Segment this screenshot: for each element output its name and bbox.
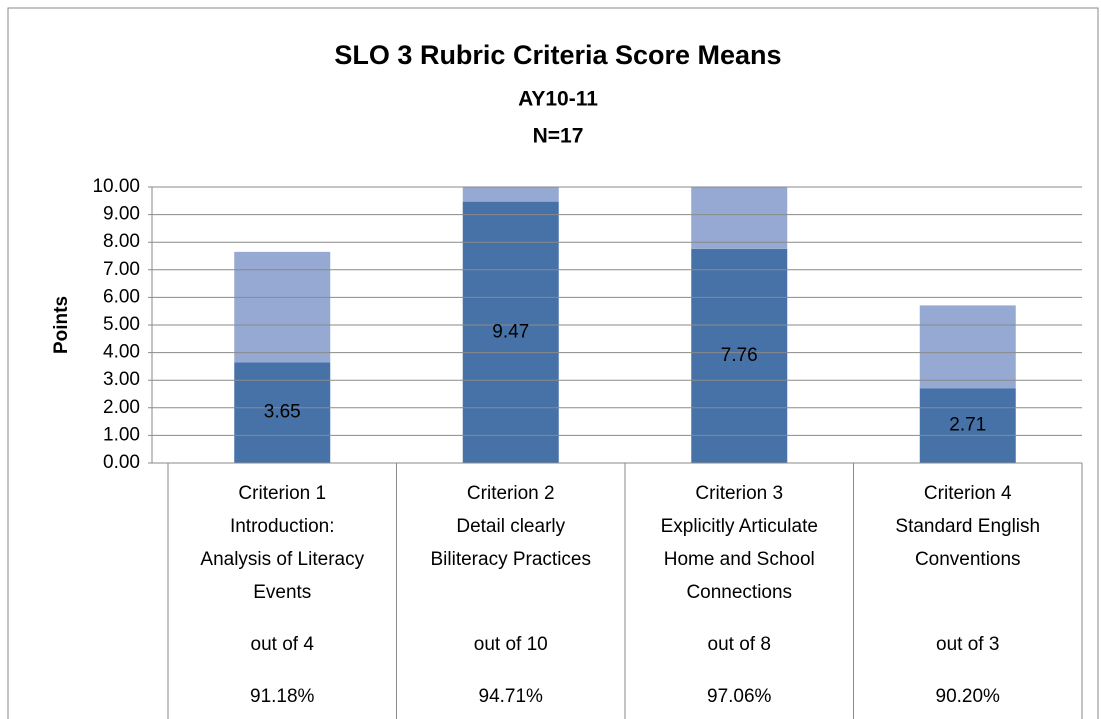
max-label: out of 3 — [936, 634, 999, 655]
bar-segment — [691, 187, 788, 249]
bar-segment — [462, 201, 559, 463]
y-axis-label: Points — [51, 296, 72, 354]
max-label: out of 8 — [708, 634, 771, 655]
y-tick-label: 5.00 — [103, 314, 140, 335]
x-tick-label: Standard English — [895, 516, 1040, 537]
chart-subtitle: AY10-11 — [518, 88, 598, 111]
y-tick-label: 2.00 — [103, 397, 140, 418]
percent-label: 97.06% — [707, 686, 772, 707]
x-tick-label: Criterion 3 — [695, 483, 783, 504]
max-label: out of 4 — [251, 634, 315, 655]
x-tick-label: Introduction: — [230, 516, 335, 537]
x-tick-label: Explicitly Articulate — [661, 516, 818, 537]
bar-segment — [919, 305, 1016, 389]
data-label: 7.76 — [721, 345, 758, 366]
percent-label: 94.71% — [479, 686, 544, 707]
chart-subtitle: N=17 — [533, 125, 584, 148]
y-tick-label: 6.00 — [103, 286, 140, 307]
percent-label: 90.20% — [936, 686, 1001, 707]
bar-segment — [919, 388, 1016, 463]
bar-segment — [462, 187, 559, 202]
y-tick-label: 1.00 — [103, 424, 140, 445]
x-tick-label: Analysis of Literacy — [200, 549, 364, 570]
y-tick-label: 10.00 — [92, 176, 140, 197]
x-tick-label: Home and School — [664, 549, 815, 570]
x-tick-label: Criterion 1 — [238, 483, 326, 504]
x-tick-label: Detail clearly — [456, 516, 565, 537]
x-tick-label: Criterion 2 — [467, 483, 555, 504]
y-tick-label: 0.00 — [103, 452, 140, 473]
plot-area — [234, 187, 1016, 463]
bar-segment — [234, 362, 331, 463]
percent-label: 91.18% — [250, 686, 315, 707]
y-tick-label: 8.00 — [103, 231, 140, 252]
data-label: 9.47 — [492, 321, 529, 342]
max-label: out of 10 — [474, 634, 548, 655]
y-tick-label: 9.00 — [103, 204, 140, 225]
chart-title: SLO 3 Rubric Criteria Score Means — [334, 40, 781, 70]
x-tick-label: Criterion 4 — [924, 483, 1012, 504]
bar-segment — [234, 251, 331, 363]
y-tick-label: 4.00 — [103, 342, 140, 363]
x-tick-label: Connections — [686, 582, 792, 603]
x-tick-label: Conventions — [915, 549, 1021, 570]
data-label: 3.65 — [264, 402, 301, 423]
y-tick-label: 7.00 — [103, 259, 140, 280]
x-tick-label: Biliteracy Practices — [431, 549, 592, 570]
x-tick-label: Events — [253, 582, 311, 603]
data-label: 2.71 — [949, 415, 986, 436]
bar-segment — [691, 248, 788, 463]
y-tick-label: 3.00 — [103, 369, 140, 390]
